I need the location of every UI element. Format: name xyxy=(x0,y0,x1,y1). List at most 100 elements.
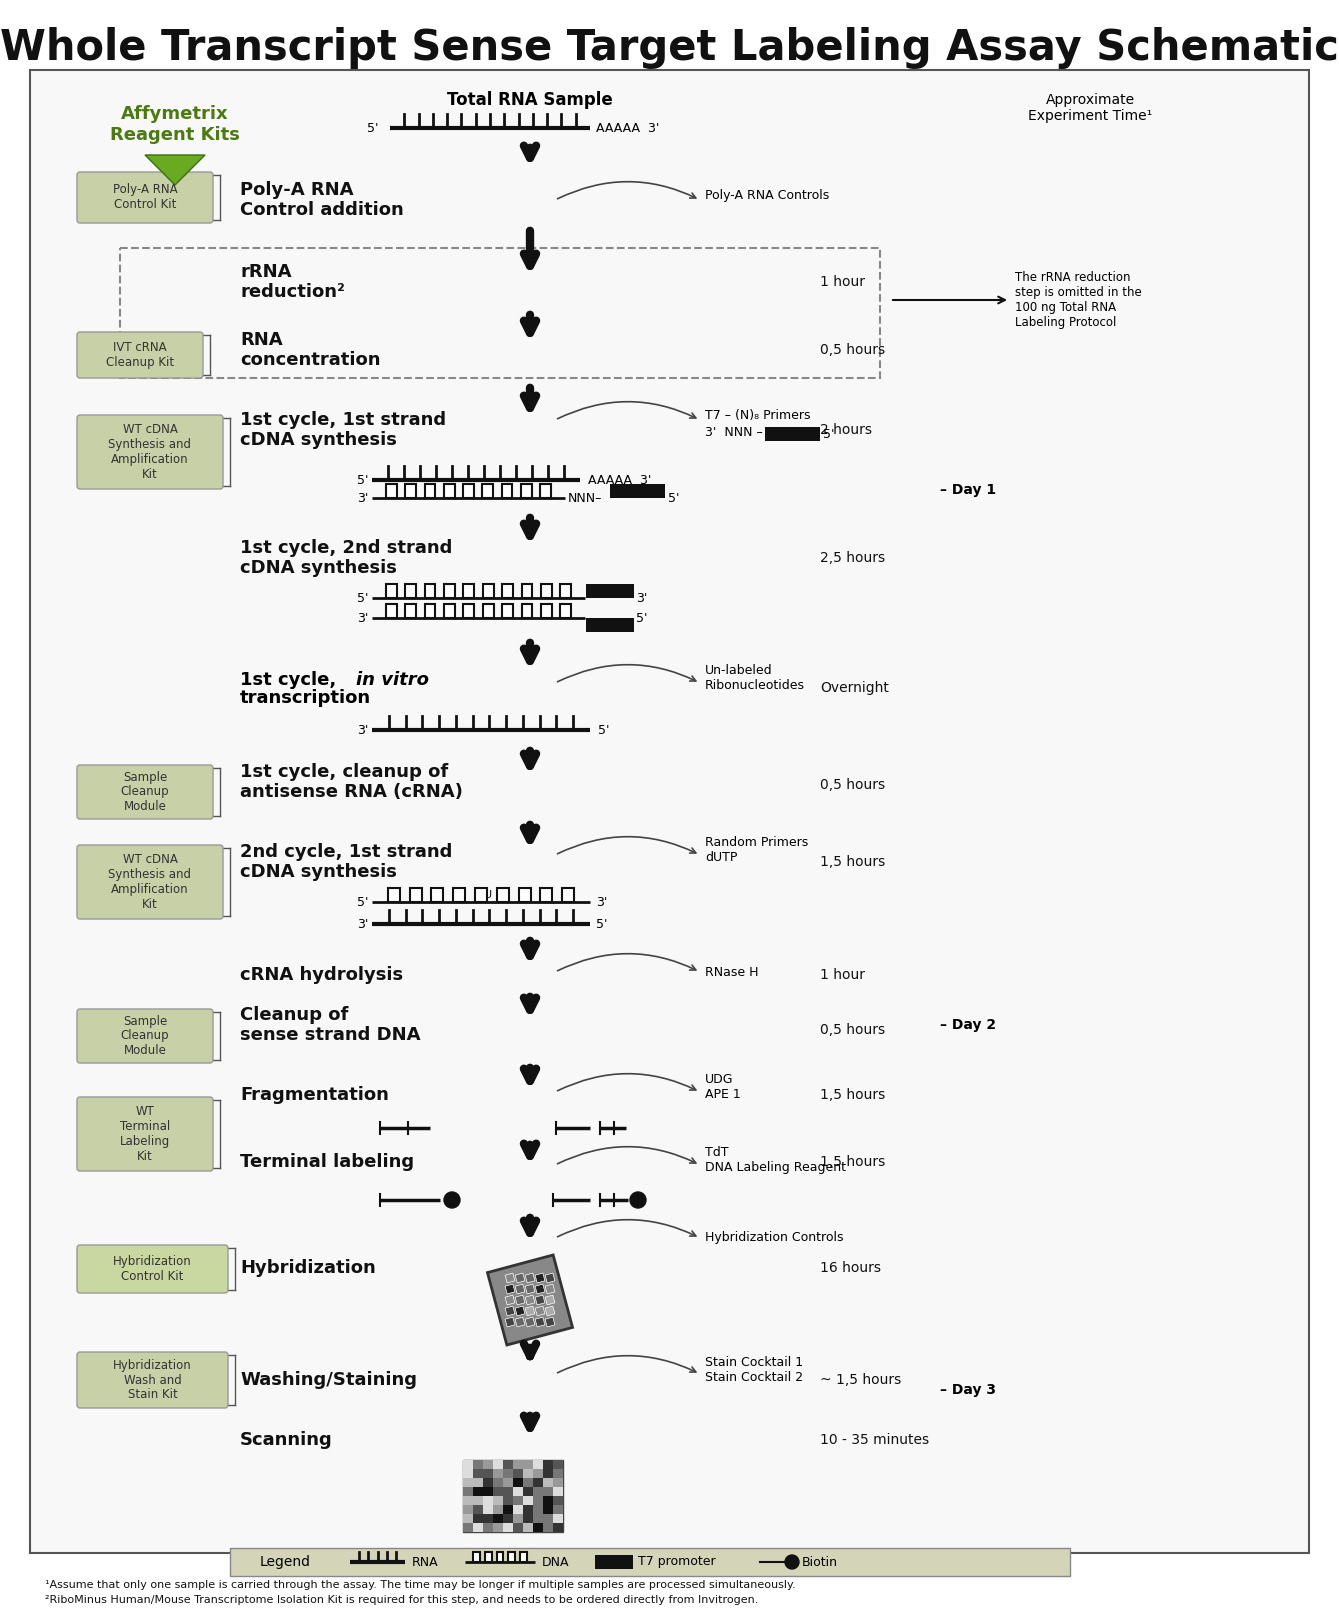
Polygon shape xyxy=(516,1307,525,1316)
Bar xyxy=(544,1523,553,1532)
Bar xyxy=(503,1469,513,1478)
Text: 3': 3' xyxy=(356,611,368,624)
Text: Sample
Cleanup
Module: Sample Cleanup Module xyxy=(121,771,169,813)
FancyBboxPatch shape xyxy=(78,1097,213,1171)
Text: T7 – (N)₈ Primers: T7 – (N)₈ Primers xyxy=(706,408,810,421)
Bar xyxy=(513,1460,524,1469)
Bar xyxy=(431,889,443,902)
Bar xyxy=(509,1552,516,1561)
Text: 3': 3' xyxy=(356,492,368,505)
Bar xyxy=(493,1469,503,1478)
Text: 3': 3' xyxy=(596,895,608,908)
Bar xyxy=(497,1552,503,1561)
Text: 3': 3' xyxy=(356,724,368,737)
Bar xyxy=(463,1487,473,1495)
Text: IVT cRNA
Cleanup Kit: IVT cRNA Cleanup Kit xyxy=(106,340,174,369)
Bar xyxy=(463,1495,473,1505)
Polygon shape xyxy=(505,1295,516,1305)
Text: Sample
Cleanup
Module: Sample Cleanup Module xyxy=(121,1015,169,1058)
Bar xyxy=(553,1515,562,1523)
Bar xyxy=(483,1460,493,1469)
Text: TdT
DNA Labeling Reagent: TdT DNA Labeling Reagent xyxy=(706,1145,846,1174)
Bar xyxy=(483,1469,493,1478)
Bar xyxy=(502,584,513,598)
Polygon shape xyxy=(487,1255,573,1345)
Text: 10 - 35 minutes: 10 - 35 minutes xyxy=(819,1432,929,1447)
Polygon shape xyxy=(525,1284,534,1294)
Text: NNN–: NNN– xyxy=(568,492,603,505)
Bar xyxy=(533,1523,544,1532)
Bar xyxy=(611,484,665,498)
Polygon shape xyxy=(525,1318,534,1327)
Text: T7 promoter: T7 promoter xyxy=(637,1555,715,1568)
Bar xyxy=(424,603,435,618)
Bar xyxy=(595,1555,633,1569)
Text: 5': 5' xyxy=(599,724,609,737)
Bar xyxy=(463,603,474,618)
Bar xyxy=(544,1478,553,1487)
Bar xyxy=(463,1523,473,1532)
Text: Hybridization
Wash and
Stain Kit: Hybridization Wash and Stain Kit xyxy=(112,1358,191,1402)
Text: 2nd cycle, 1st strand
cDNA synthesis: 2nd cycle, 1st strand cDNA synthesis xyxy=(240,842,453,881)
Bar xyxy=(473,1460,483,1469)
FancyBboxPatch shape xyxy=(78,332,204,377)
Bar xyxy=(533,1478,544,1487)
Bar xyxy=(497,889,509,902)
Bar xyxy=(502,603,513,618)
Text: Poly-A RNA Controls: Poly-A RNA Controls xyxy=(706,189,829,202)
Bar xyxy=(473,1495,483,1505)
Bar xyxy=(533,1469,544,1478)
Bar xyxy=(522,584,532,598)
Bar xyxy=(386,584,396,598)
Bar xyxy=(524,1495,533,1505)
Bar xyxy=(445,484,454,498)
Text: U: U xyxy=(483,890,491,900)
Bar xyxy=(406,603,416,618)
Polygon shape xyxy=(505,1284,516,1294)
Bar xyxy=(503,1478,513,1487)
Bar xyxy=(553,1478,562,1487)
Polygon shape xyxy=(536,1284,545,1294)
Bar xyxy=(553,1460,562,1469)
Circle shape xyxy=(445,1192,461,1208)
Bar xyxy=(524,1478,533,1487)
Text: Cleanup of
sense strand DNA: Cleanup of sense strand DNA xyxy=(240,1005,420,1044)
Bar xyxy=(463,584,474,598)
Bar xyxy=(524,1487,533,1495)
Text: 3'  NNN –: 3' NNN – xyxy=(706,426,763,439)
Text: RNA: RNA xyxy=(412,1555,439,1568)
Bar xyxy=(503,1460,513,1469)
Bar xyxy=(493,1495,503,1505)
Text: Washing/Staining: Washing/Staining xyxy=(240,1371,416,1389)
Bar xyxy=(503,1505,513,1515)
Text: in vitro: in vitro xyxy=(356,671,428,689)
Text: – Day 2: – Day 2 xyxy=(940,1018,996,1032)
Text: – Day 3: – Day 3 xyxy=(940,1382,996,1397)
FancyBboxPatch shape xyxy=(78,1352,228,1408)
Bar xyxy=(533,1495,544,1505)
Bar xyxy=(483,584,494,598)
Bar xyxy=(485,1552,491,1561)
Text: Un-labeled
Ribonucleotides: Un-labeled Ribonucleotides xyxy=(706,665,805,692)
Bar xyxy=(562,889,574,902)
Bar xyxy=(483,1523,493,1532)
Text: 3': 3' xyxy=(636,592,647,605)
Text: WT cDNA
Synthesis and
Amplification
Kit: WT cDNA Synthesis and Amplification Kit xyxy=(108,423,191,481)
Bar xyxy=(513,1478,524,1487)
Text: 5': 5' xyxy=(356,474,368,487)
Bar xyxy=(521,484,532,498)
Text: transcription: transcription xyxy=(240,689,371,706)
Text: 1st cycle, 2nd strand
cDNA synthesis: 1st cycle, 2nd strand cDNA synthesis xyxy=(240,539,453,577)
Text: 5': 5' xyxy=(356,592,368,605)
Bar xyxy=(424,584,435,598)
Text: AAAAA  3': AAAAA 3' xyxy=(596,121,659,134)
Bar xyxy=(424,484,435,498)
Text: 1 hour: 1 hour xyxy=(819,274,865,289)
Bar xyxy=(473,1515,483,1523)
Bar xyxy=(541,889,553,902)
Text: 1 hour: 1 hour xyxy=(819,968,865,982)
Text: 2 hours: 2 hours xyxy=(819,423,872,437)
Bar xyxy=(533,1487,544,1495)
Text: WT cDNA
Synthesis and
Amplification
Kit: WT cDNA Synthesis and Amplification Kit xyxy=(108,853,191,911)
Text: Terminal labeling: Terminal labeling xyxy=(240,1153,414,1171)
